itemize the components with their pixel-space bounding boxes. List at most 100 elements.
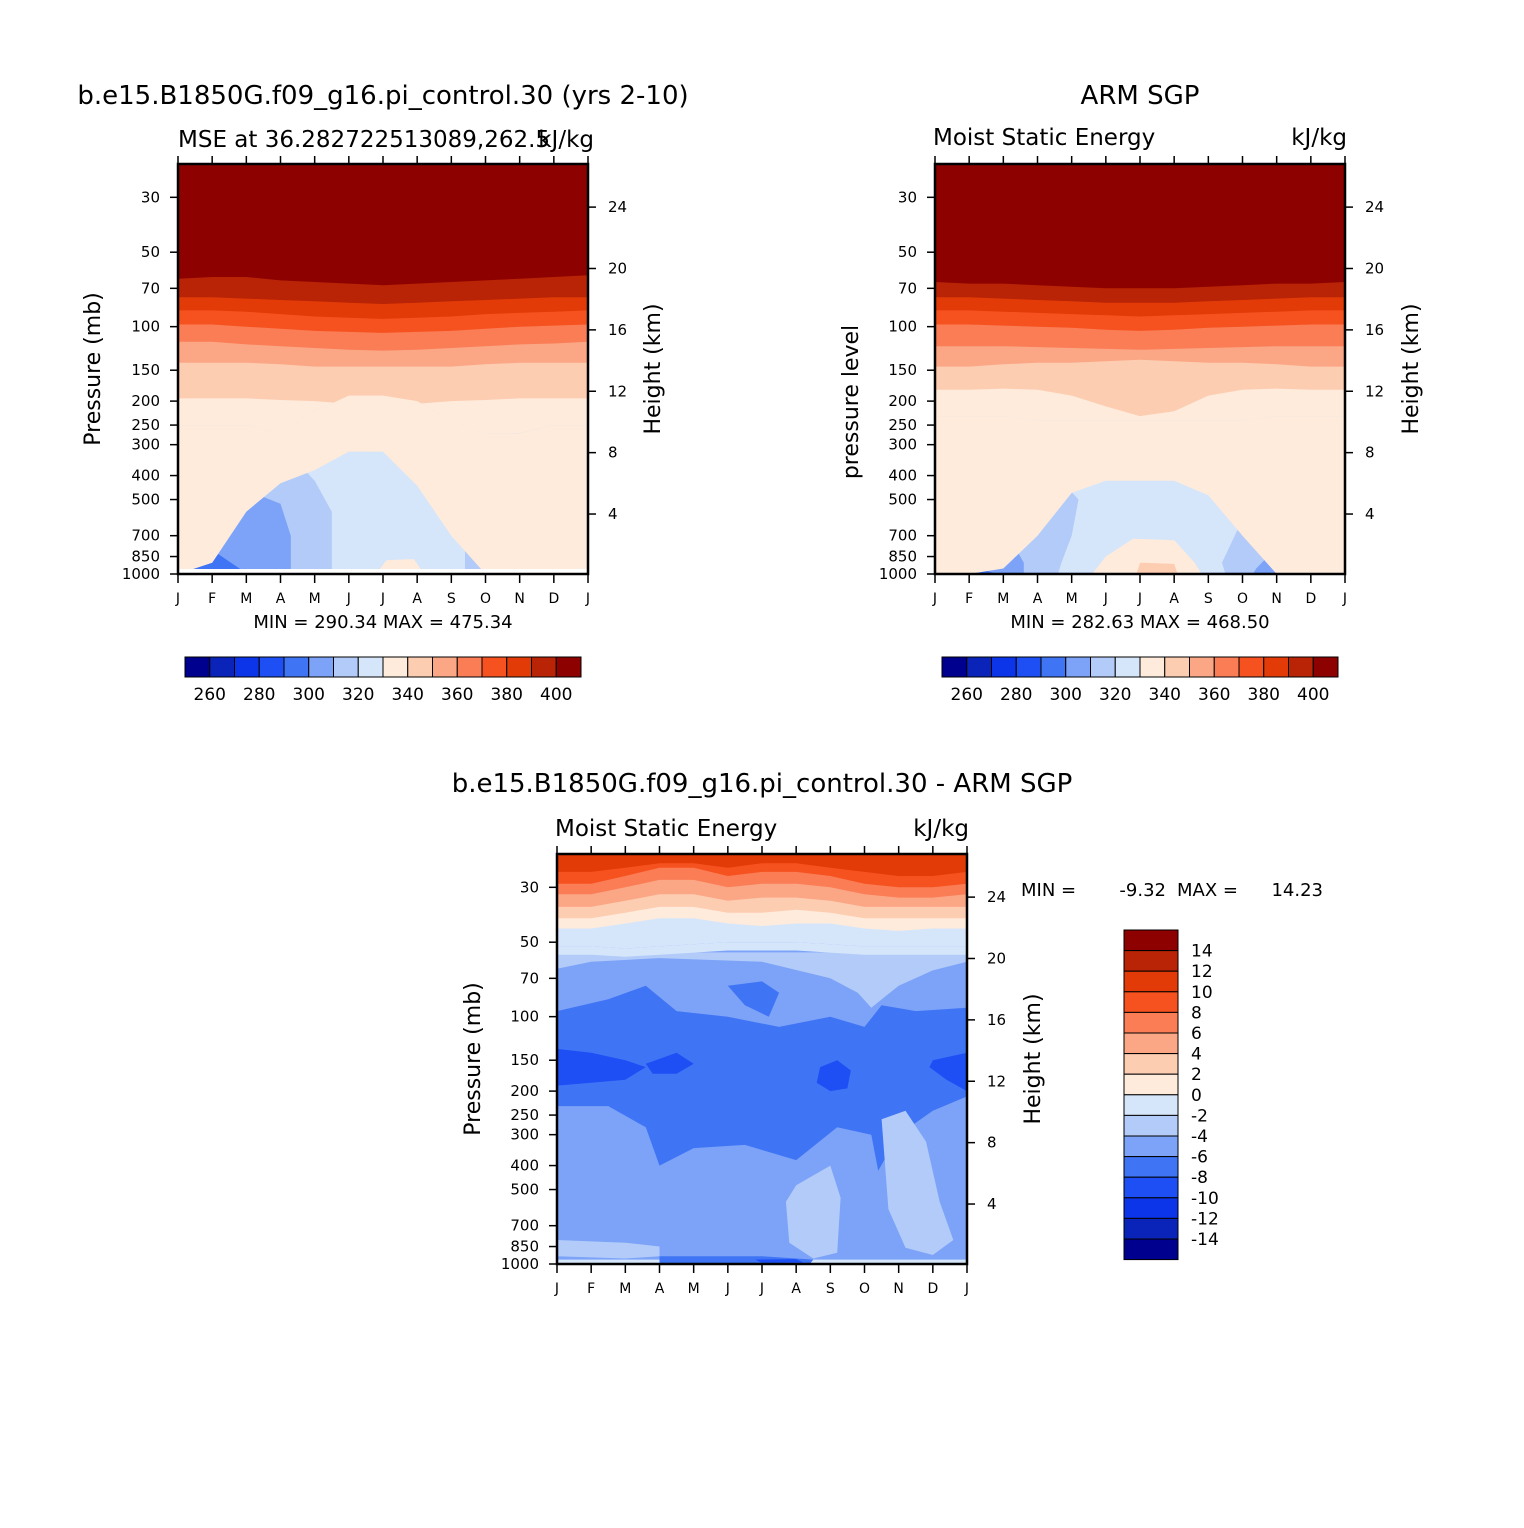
diff-y-tick-label: 50 (520, 933, 539, 951)
obs-y-tick-label: 700 (888, 527, 917, 545)
obs-x-tick-label: S (1204, 591, 1213, 607)
diff-subtitle-left: Moist Static Energy (555, 816, 777, 842)
model-colorbar: 260 280 300 320 340 360 380 400 (184, 656, 582, 705)
model-y-tick-label: 250 (131, 416, 160, 434)
obs-colorbar-label: 280 (1000, 685, 1032, 705)
model-x-tick-label: D (548, 591, 559, 607)
diff-y2-tick-label: 16 (987, 1011, 1006, 1029)
diff-colorbar-label: 0 (1191, 1086, 1202, 1106)
obs-y2-tick-label: 16 (1365, 321, 1384, 339)
obs-y-tick-label: 250 (888, 416, 917, 434)
obs-colorbar-swatch (991, 656, 1017, 678)
diff-colorbar-label: -10 (1191, 1189, 1219, 1209)
model-x-tick-label: J (346, 591, 351, 607)
model-colorbar-label: 300 (293, 685, 325, 705)
diff-patch-dec (929, 1052, 967, 1092)
obs-y2-tick-label: 20 (1365, 259, 1384, 277)
model-x-tick-label: A (276, 591, 286, 607)
diff-region-midblue (557, 985, 967, 1171)
obs-colorbar-swatch (941, 656, 968, 678)
obs-y2-tick-label: 8 (1365, 444, 1375, 462)
obs-subtitle-left: Moist Static Energy (933, 125, 1155, 151)
diff-colorbar-swatch (1123, 1094, 1179, 1116)
obs-y-tick-label: 400 (888, 467, 917, 485)
model-y2-tick-label: 24 (608, 198, 627, 216)
diff-stats-min: -9.32 (1119, 880, 1166, 901)
model-x-tick-label: M (240, 591, 252, 607)
obs-y-tick-label: 100 (888, 318, 917, 336)
diff-stats-min-label: MIN = (1021, 880, 1076, 901)
diff-colorbar-swatch (1123, 1011, 1179, 1034)
obs-colorbar-label: 360 (1198, 685, 1230, 705)
obs-x-tick-label: J (1342, 591, 1347, 607)
diff-y2-tick-label: 12 (987, 1072, 1006, 1090)
diff-patch-surface-deep (755, 1259, 803, 1263)
model-stats: MIN = 290.34 MAX = 475.34 (253, 612, 512, 633)
diff-y-tick-label: 850 (510, 1238, 539, 1256)
model-x-tick-label: N (514, 591, 524, 607)
obs-x-tick-label: O (1237, 591, 1248, 607)
model-colorbar-label: 380 (491, 685, 523, 705)
model-contour-band-400 (178, 164, 588, 286)
model-y-tick-label: 200 (131, 392, 160, 410)
obs-colorbar-label: 340 (1149, 685, 1181, 705)
obs-y-tick-label: 1000 (879, 565, 917, 583)
diff-colorbar-swatch (1123, 1135, 1179, 1158)
diff-colorbar-label: 2 (1191, 1065, 1202, 1085)
model-colorbar-swatch (283, 656, 310, 678)
model-colorbar-swatch (308, 656, 334, 678)
model-colorbar-swatch (333, 656, 359, 678)
diff-x-tick-label: J (759, 1281, 764, 1297)
obs-y-tick-label: 30 (898, 188, 917, 206)
model-y-axis-label: Pressure (mb) (81, 292, 106, 446)
diff-colorbar-swatch (1123, 1238, 1179, 1261)
diff-x-tick-label: A (791, 1281, 801, 1297)
model-y-tick-label: 150 (131, 361, 160, 379)
diff-x-tick-label: D (927, 1281, 938, 1297)
obs-y-tick-label: 70 (898, 279, 917, 297)
diff-y-tick-label: 400 (510, 1157, 539, 1175)
model-colorbar-label: 340 (392, 685, 424, 705)
diff-x-tick-label: J (725, 1281, 730, 1297)
model-y-tick-label: 50 (141, 243, 160, 261)
obs-colorbar-label: 320 (1099, 685, 1131, 705)
diff-colorbar-swatch (1123, 1217, 1179, 1240)
diff-x-tick-label: J (964, 1281, 969, 1297)
diff-y-tick-label: 500 (510, 1181, 539, 1199)
model-x-tick-label: J (585, 591, 590, 607)
obs-y-tick-label: 850 (888, 548, 917, 566)
model-x-tick-label: F (208, 591, 216, 607)
model-y-tick-label: 700 (131, 527, 160, 545)
model-subtitle-left: MSE at 36.282722513089,262.5 (178, 127, 550, 153)
obs-x-tick-label: N (1271, 591, 1281, 607)
obs-x-tick-label: J (1137, 591, 1142, 607)
obs-y-tick-label: 300 (888, 436, 917, 454)
obs-x-tick-label: J (932, 591, 937, 607)
obs-contour-lowlevel-8 (1136, 562, 1178, 574)
diff-y2-tick-label: 8 (987, 1134, 997, 1152)
diff-y2-tick-label: 20 (987, 949, 1006, 967)
model-colorbar-label: 400 (540, 685, 572, 705)
model-colorbar-swatch (531, 656, 557, 678)
obs-colorbar-swatch (1090, 656, 1116, 678)
diff-y-tick-label: 300 (510, 1126, 539, 1144)
model-x-tick-label: J (380, 591, 385, 607)
diff-contour-plot (557, 854, 967, 1264)
diff-colorbar-swatch (1123, 970, 1179, 993)
diff-colorbar-swatch (1123, 1032, 1179, 1055)
diff-y-tick-label: 700 (510, 1217, 539, 1235)
diff-x-tick-label: J (554, 1281, 559, 1297)
model-colorbar-swatch (209, 656, 235, 678)
obs-stats: MIN = 282.63 MAX = 468.50 (1010, 612, 1269, 633)
diff-y-tick-label: 200 (510, 1082, 539, 1100)
model-colorbar-swatch (481, 656, 508, 678)
obs-contour-band-330-dome (935, 416, 1345, 574)
diff-patch-low-nov (881, 1110, 954, 1255)
obs-colorbar-label: 400 (1297, 685, 1329, 705)
diff-colorbar-swatch (1123, 1176, 1179, 1199)
diff-x-tick-label: M (688, 1281, 700, 1297)
